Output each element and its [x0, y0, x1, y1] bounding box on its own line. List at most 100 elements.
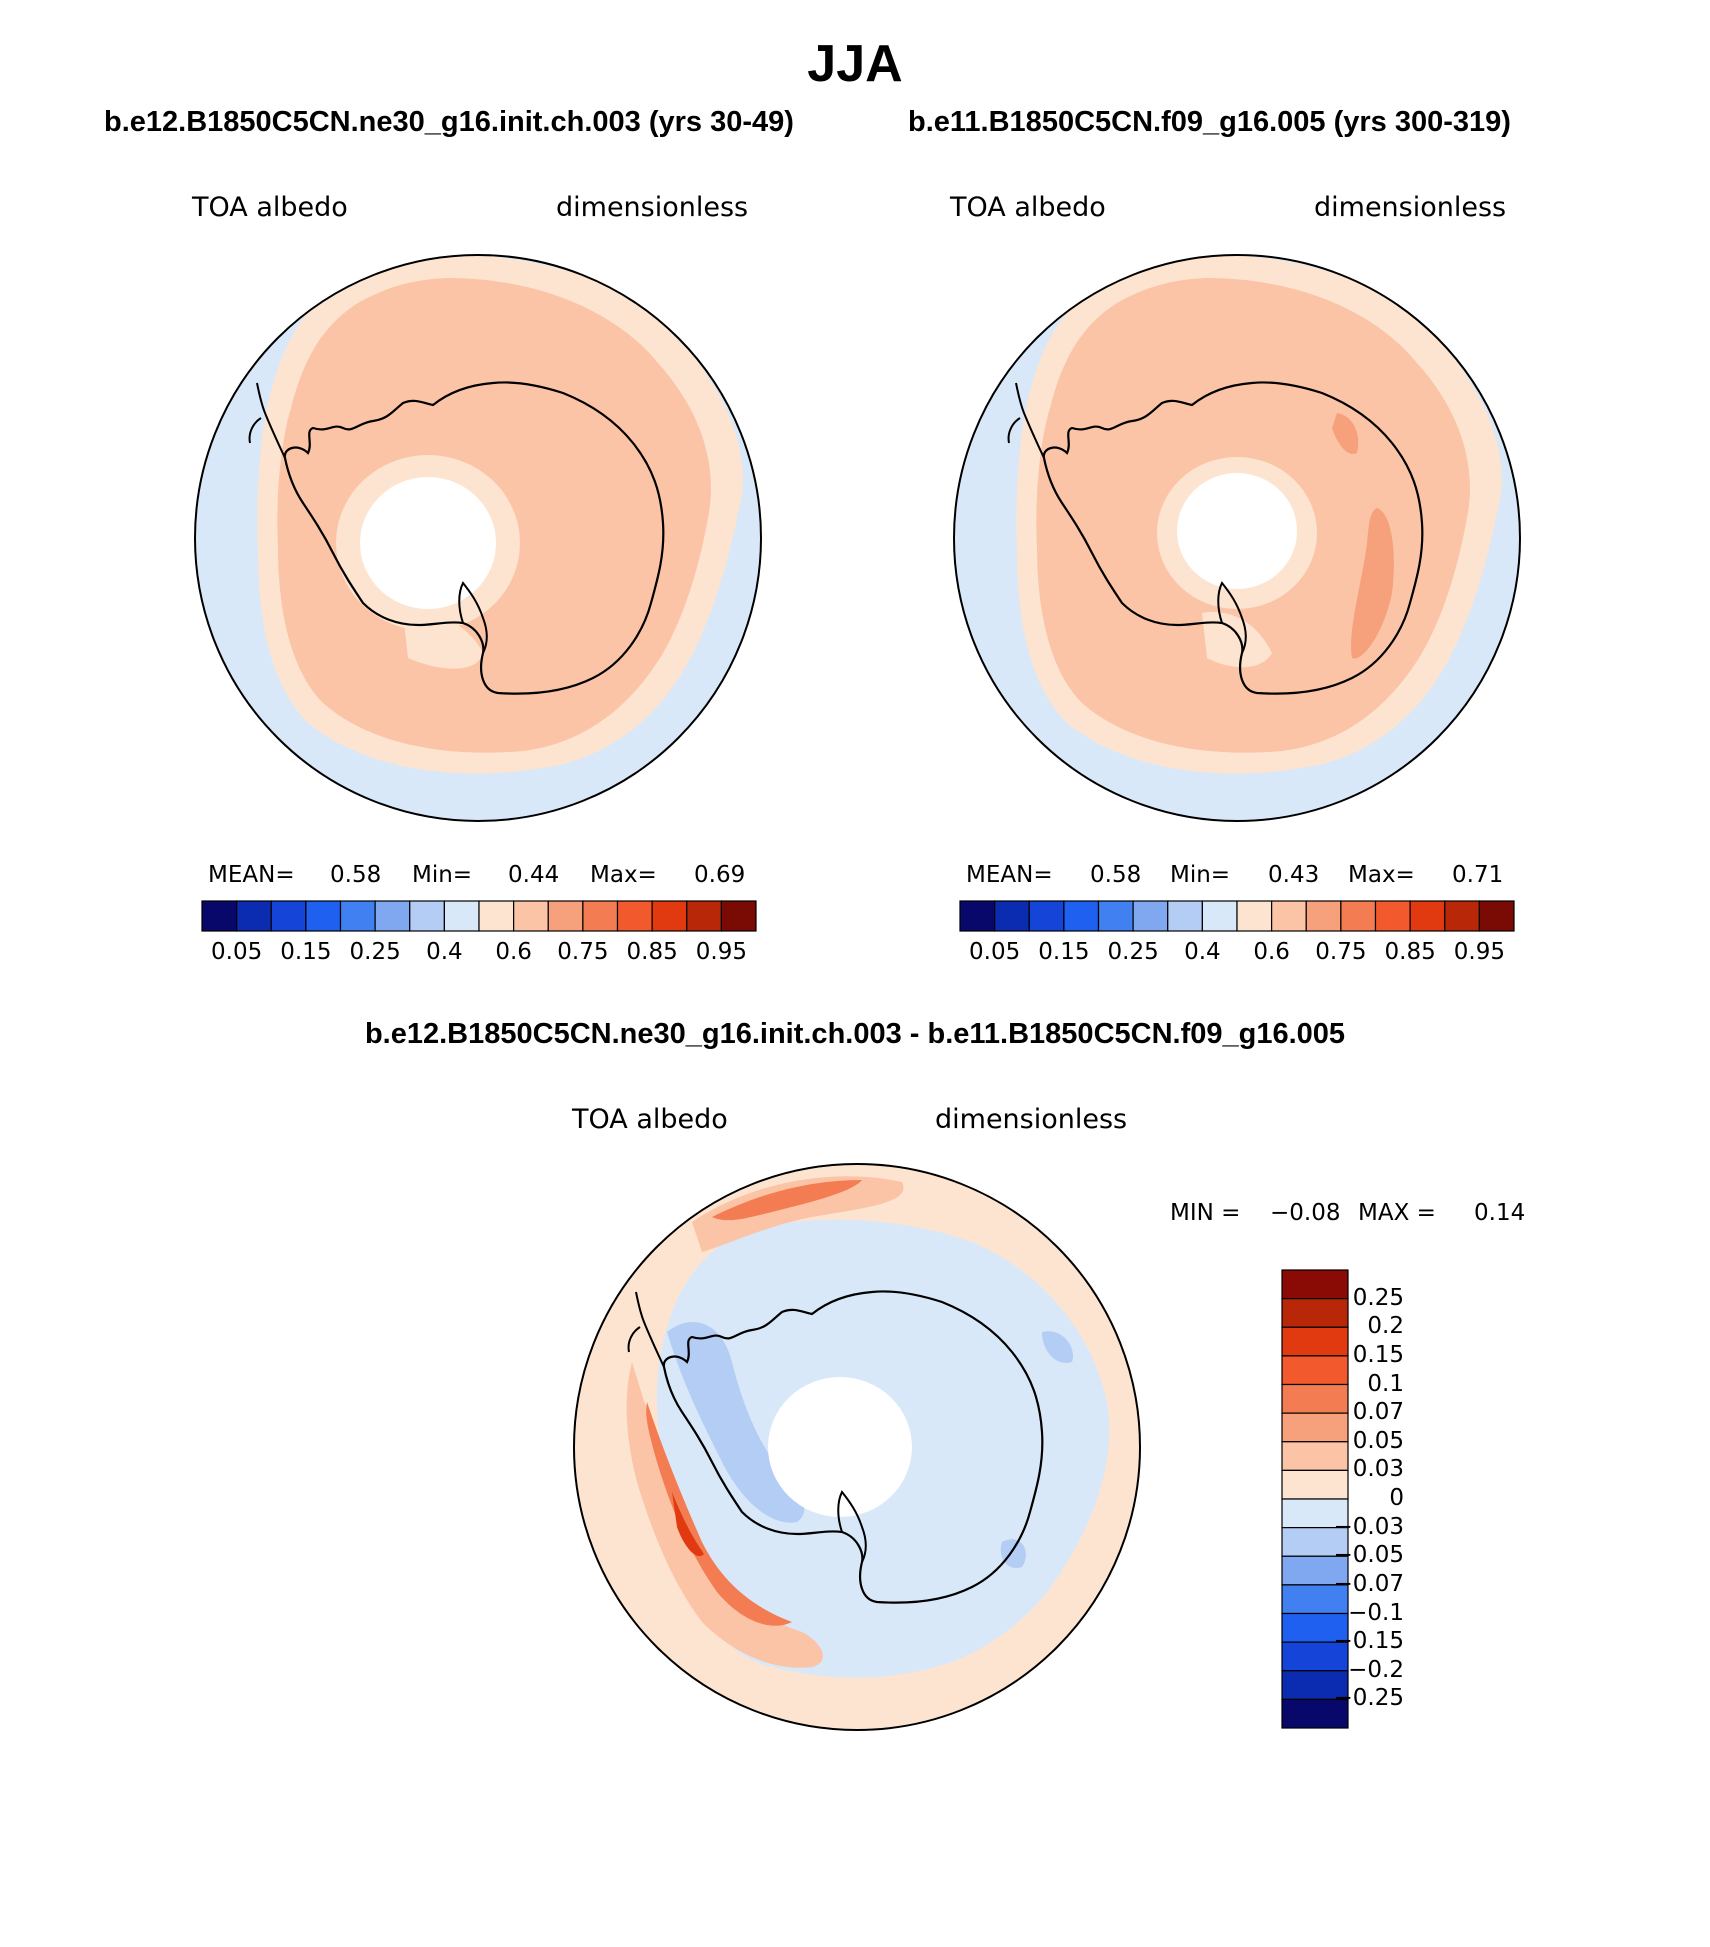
colorbar-swatch — [1281, 1698, 1349, 1729]
missing-pole — [768, 1377, 912, 1517]
peninsula-coast — [627, 1291, 665, 1368]
diff-max-value: 0.14 — [1474, 1200, 1526, 1226]
colorbar-swatch — [1236, 900, 1273, 932]
diff-min-value: −0.08 — [1270, 1200, 1341, 1226]
colorbar-swatch — [582, 900, 619, 932]
colorbar-swatch — [1281, 1355, 1349, 1386]
colorbar-swatch — [1281, 1298, 1349, 1328]
colorbar-swatch — [1281, 1527, 1349, 1557]
diff-units-label: dimensionless — [935, 1104, 1128, 1135]
right-case-title: b.e11.B1850C5CN.f09_g16.005 (yrs 300-319… — [908, 106, 1511, 138]
colorbar-swatch — [1167, 900, 1203, 932]
colorbar-tick-label: 0.95 — [695, 939, 747, 965]
colorbar-swatch — [1281, 1641, 1349, 1672]
colorbar-tick-label: 0.75 — [1315, 939, 1367, 965]
colorbar-tick-label: 0.05 — [211, 939, 263, 965]
left-colorbar — [201, 900, 757, 932]
colorbar-swatch — [1028, 900, 1065, 932]
colorbar-tick-label: 0.85 — [1384, 939, 1436, 965]
colorbar-swatch — [270, 900, 307, 932]
colorbar-tick-label: 0.25 — [349, 939, 401, 965]
right-min-label: Min= — [1170, 862, 1231, 888]
colorbar-swatch — [1281, 1412, 1349, 1443]
colorbar-swatch — [339, 900, 376, 932]
right-colorbar — [959, 900, 1515, 932]
right-units-label: dimensionless — [1314, 192, 1507, 223]
diff-pos-left-band — [626, 1362, 823, 1668]
colorbar-swatch — [1132, 900, 1169, 932]
peninsula-coast — [1007, 382, 1045, 459]
colorbar-swatch — [443, 900, 480, 932]
left-max-label: Max= — [590, 862, 657, 888]
colorbar-tick-label: 0.05 — [969, 939, 1021, 965]
colorbar-tick-label: −0.05 — [1333, 1542, 1404, 1569]
colorbar-swatch — [513, 900, 549, 932]
left-variable-label: TOA albedo — [192, 192, 348, 223]
colorbar-swatch — [1063, 900, 1100, 932]
left-mean-value: 0.58 — [330, 862, 382, 888]
map-border — [573, 1163, 1141, 1731]
colorbar-tick-label: −0.15 — [1333, 1628, 1404, 1655]
right-max-label: Max= — [1348, 862, 1415, 888]
colorbar-tick-label: −0.2 — [1348, 1656, 1404, 1683]
missing-pole — [360, 477, 496, 609]
diff-min-label: MIN = — [1170, 1200, 1241, 1226]
ross-shelf — [403, 612, 483, 669]
map-border — [194, 254, 762, 822]
diff-pos-left-max — [672, 1492, 704, 1557]
figure-title: JJA — [807, 35, 903, 93]
left-mean-label: MEAN= — [208, 862, 295, 888]
colorbar-tick-label: 0.07 — [1352, 1399, 1404, 1426]
colorbar-swatch — [1305, 900, 1342, 932]
colorbar-tick-label: 0.4 — [1184, 939, 1221, 965]
ross-coast — [458, 581, 488, 654]
coastline — [662, 1290, 1044, 1604]
colorbar-tick-label: 0.75 — [557, 939, 609, 965]
peninsula-coast — [248, 382, 286, 459]
colorbar-swatch — [1271, 900, 1307, 932]
colorbar-tick-label: 0.15 — [1352, 1341, 1404, 1368]
colorbar-tick-label: −0.1 — [1348, 1599, 1404, 1626]
left-min-value: 0.44 — [508, 862, 560, 888]
colorbar-swatch — [236, 900, 272, 932]
colorbar-swatch — [651, 900, 688, 932]
left-case-title: b.e12.B1850C5CN.ne30_g16.init.ch.003 (yr… — [104, 106, 794, 138]
left-units-label: dimensionless — [556, 192, 749, 223]
right-max-value: 0.71 — [1452, 862, 1504, 888]
colorbar-swatch — [374, 900, 411, 932]
colorbar-tick-label: 0.85 — [626, 939, 678, 965]
right-mean-label: MEAN= — [966, 862, 1053, 888]
colorbar-swatch — [409, 900, 445, 932]
diff-case-title: b.e12.B1850C5CN.ne30_g16.init.ch.003 - b… — [364, 1018, 1346, 1050]
colorbar-tick-label: 0.6 — [1253, 939, 1290, 965]
colorbar-swatch — [686, 900, 722, 932]
diff-max-label: MAX = — [1358, 1200, 1436, 1226]
band-strong-patch — [1350, 508, 1394, 659]
colorbar-swatch — [959, 900, 996, 932]
colorbar-swatch — [1444, 900, 1480, 932]
colorbar-swatch — [478, 900, 515, 932]
colorbar-swatch — [1281, 1584, 1349, 1615]
colorbar-tick-label: 0.2 — [1367, 1313, 1404, 1340]
ross-coast — [837, 1490, 867, 1563]
colorbar-tick-label: 0.15 — [1038, 939, 1090, 965]
colorbar-swatch — [1374, 900, 1411, 932]
colorbar-tick-label: −0.25 — [1333, 1685, 1404, 1712]
colorbar-tick-label: 0 — [1389, 1485, 1404, 1511]
colorbar-swatch — [1340, 900, 1377, 932]
colorbar-tick-label: 0.95 — [1453, 939, 1505, 965]
coastline — [1042, 381, 1424, 695]
right-variable-label: TOA albedo — [950, 192, 1106, 223]
colorbar-tick-label: 0.25 — [1107, 939, 1159, 965]
colorbar-tick-label: 0.25 — [1352, 1284, 1404, 1311]
missing-pole — [1177, 473, 1297, 589]
colorbar-swatch — [1478, 900, 1515, 932]
colorbar-tick-label: 0.03 — [1352, 1456, 1404, 1483]
colorbar-swatch — [305, 900, 342, 932]
colorbar-tick-label: 0.6 — [495, 939, 532, 965]
colorbar-tick-label: 0.05 — [1352, 1427, 1404, 1454]
diff-polar-map — [573, 1163, 1141, 1731]
colorbar-swatch — [1281, 1383, 1349, 1414]
left-min-label: Min= — [412, 862, 473, 888]
colorbar-swatch — [1281, 1269, 1349, 1300]
